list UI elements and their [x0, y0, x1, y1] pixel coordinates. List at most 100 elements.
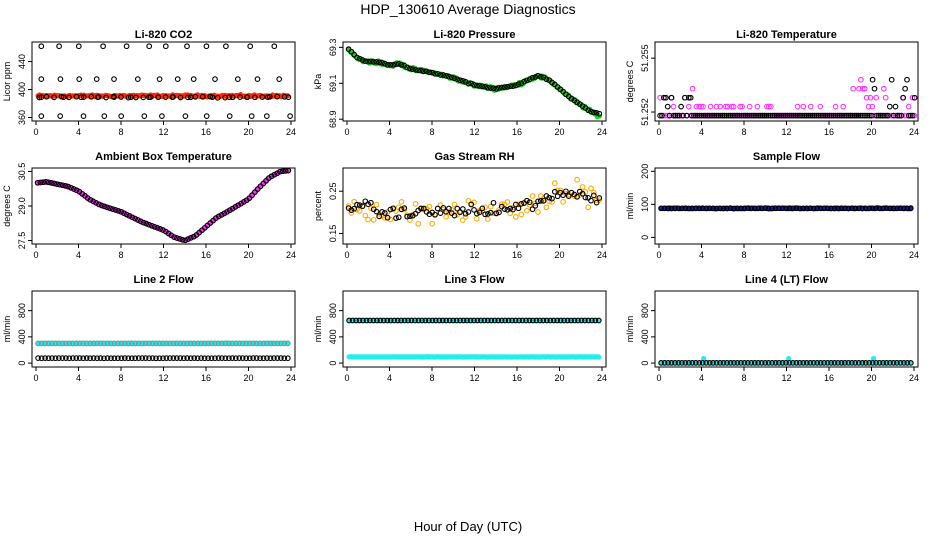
data-point [744, 360, 751, 366]
data-point [73, 355, 80, 361]
data-point [856, 85, 862, 92]
data-point [201, 355, 208, 362]
data-point [260, 355, 267, 362]
data-point [901, 360, 907, 366]
data-point [176, 236, 183, 242]
data-point [380, 317, 387, 324]
data-point [237, 94, 243, 100]
data-point [429, 69, 436, 76]
data-point [36, 94, 43, 101]
data-point [738, 360, 744, 366]
data-point [892, 103, 899, 110]
data-point [865, 112, 871, 119]
data-point [121, 340, 128, 347]
data-point [453, 317, 460, 324]
data-point [765, 112, 772, 119]
data-point [596, 195, 603, 201]
data-point [491, 317, 498, 324]
data-point [109, 206, 116, 212]
data-point [134, 76, 141, 82]
data-layer [35, 340, 291, 362]
data-point [560, 199, 566, 205]
data-point [80, 340, 87, 347]
data-point [394, 317, 401, 324]
data-point [379, 209, 385, 215]
data-point [103, 94, 109, 101]
data-point [101, 113, 108, 119]
data-point [192, 93, 199, 100]
data-point [498, 201, 505, 207]
data-point [578, 317, 585, 324]
data-point [678, 112, 684, 119]
data-point [685, 103, 692, 110]
data-point [689, 205, 696, 212]
data-point [793, 205, 800, 212]
data-point [125, 340, 132, 347]
data-point [153, 340, 159, 347]
data-point [407, 65, 413, 72]
data-point [537, 74, 544, 80]
data-point [832, 103, 839, 110]
data-point [786, 205, 793, 212]
data-point [252, 189, 258, 195]
data-point [909, 112, 916, 119]
data-point [727, 205, 734, 211]
data-point [212, 76, 218, 82]
data-point [685, 94, 692, 101]
y-axis-label: percent [313, 190, 323, 221]
data-point [887, 205, 893, 212]
data-point [484, 317, 491, 324]
data-point [437, 72, 444, 78]
data-point [765, 205, 772, 212]
data-point [526, 201, 533, 208]
data-point [751, 205, 758, 212]
data-point [746, 103, 753, 110]
data-point [537, 193, 544, 199]
data-point [80, 355, 87, 362]
data-point [679, 360, 685, 366]
data-point [203, 43, 210, 50]
data-point [240, 199, 247, 205]
data-point [852, 360, 859, 366]
data-point [462, 79, 469, 85]
data-point [267, 340, 274, 347]
data-point [490, 85, 497, 92]
data-point [880, 360, 886, 366]
data-point [793, 360, 800, 366]
data-point [398, 61, 405, 68]
data-point [170, 355, 177, 361]
data-point [780, 112, 787, 119]
data-point [367, 317, 373, 324]
data-point [519, 317, 526, 324]
data-point [457, 209, 463, 216]
y-tick-label: 51.255 [640, 44, 650, 72]
data-point [184, 355, 191, 361]
data-point [43, 179, 49, 185]
data-point [198, 340, 204, 347]
x-tick-label: 16 [512, 373, 522, 383]
data-point [184, 340, 191, 347]
data-point [668, 360, 675, 366]
data-point [218, 212, 225, 218]
data-point [512, 214, 519, 220]
data-point [510, 206, 516, 213]
x-tick-label: 0 [33, 373, 38, 383]
x-tick-label: 12 [469, 250, 479, 260]
panel-title: Gas Stream RH [434, 151, 514, 163]
data-point [415, 317, 422, 324]
data-point [866, 205, 873, 212]
data-point [752, 112, 758, 119]
x-tick-label: 24 [909, 250, 919, 260]
data-point [672, 360, 678, 366]
data-point [838, 205, 845, 212]
panel-title: Li-820 Temperature [736, 29, 837, 41]
y-axis-label: ml/min [625, 193, 635, 220]
data-point [731, 205, 737, 212]
data-point [459, 217, 466, 223]
data-point [362, 212, 369, 219]
data-point [736, 112, 743, 119]
data-point [268, 173, 275, 180]
data-layer [34, 168, 292, 244]
data-point [434, 205, 441, 212]
data-point [821, 360, 827, 366]
